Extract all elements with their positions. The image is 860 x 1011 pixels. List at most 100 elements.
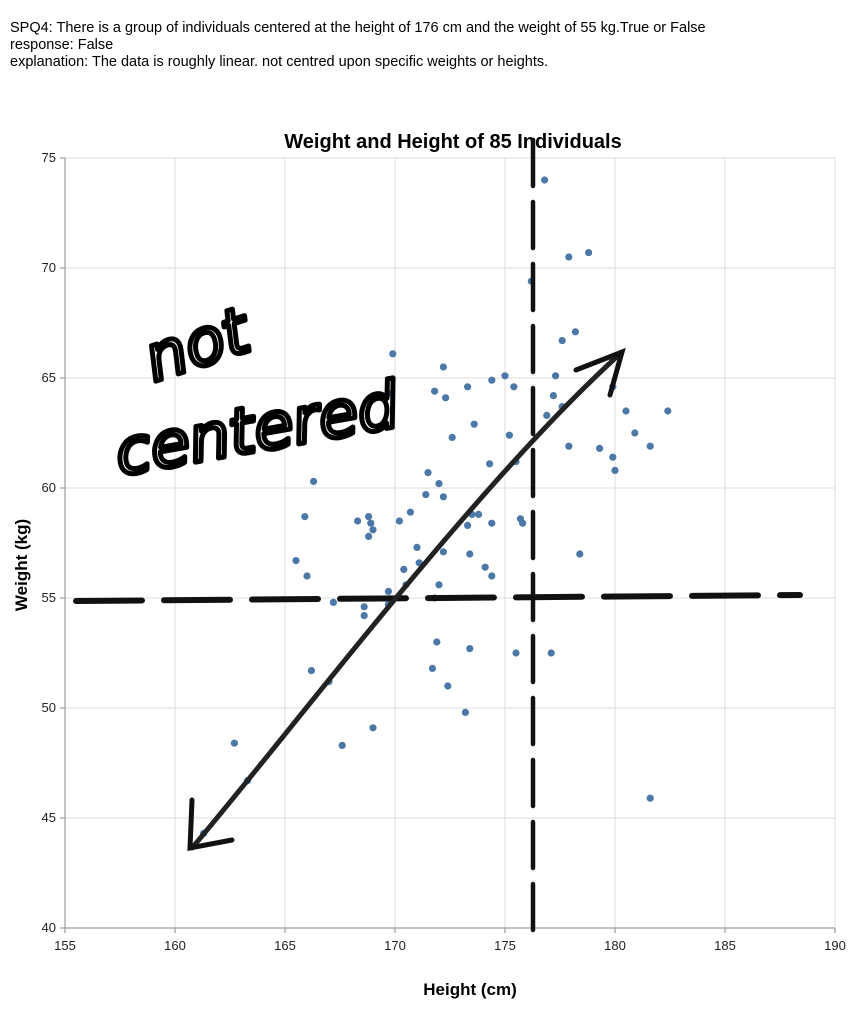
y-axis-title: Weight (kg) <box>12 519 31 611</box>
data-point <box>486 460 494 468</box>
data-point <box>365 532 373 541</box>
data-point <box>646 442 654 450</box>
x-tick-label: 185 <box>714 938 736 953</box>
data-point <box>307 667 315 675</box>
data-point <box>547 649 555 657</box>
data-point <box>360 603 368 611</box>
y-tick-label: 45 <box>42 810 56 825</box>
data-point <box>439 493 447 501</box>
data-point <box>369 526 377 534</box>
data-point <box>406 508 414 516</box>
data-point <box>475 510 483 518</box>
data-point <box>512 649 520 657</box>
data-point <box>565 442 573 450</box>
y-tick-label: 40 <box>42 920 56 935</box>
data-point <box>464 383 472 391</box>
handwritten-overlay: not centered <box>73 137 803 938</box>
x-tick-label: 190 <box>824 938 846 953</box>
data-point <box>422 491 430 499</box>
trend-arrow-line <box>189 349 625 851</box>
data-point <box>464 521 472 530</box>
x-tick-label: 175 <box>494 938 516 953</box>
data-point <box>230 739 238 747</box>
data-point <box>435 581 443 589</box>
data-point <box>646 794 654 802</box>
data-point <box>576 550 584 558</box>
data-point <box>470 420 478 428</box>
data-point <box>354 517 362 525</box>
data-points <box>200 176 672 838</box>
data-point <box>433 638 441 646</box>
x-axis-title: Height (cm) <box>423 980 517 999</box>
data-point <box>501 372 509 380</box>
question-response: response: False <box>10 37 114 53</box>
data-point <box>510 383 518 391</box>
data-point <box>461 708 469 717</box>
data-point <box>541 176 549 184</box>
data-point <box>428 664 436 673</box>
data-point <box>439 363 447 371</box>
data-point <box>505 431 513 439</box>
data-point <box>303 572 311 580</box>
data-point <box>301 513 309 521</box>
data-point <box>292 557 300 565</box>
annotation-not: not <box>136 293 261 397</box>
data-point <box>571 328 580 336</box>
data-point <box>585 249 593 257</box>
data-point <box>360 612 368 620</box>
data-point <box>395 517 403 525</box>
x-tick-label: 170 <box>384 938 406 953</box>
data-point <box>413 543 421 552</box>
y-tick-label: 50 <box>42 700 56 715</box>
y-tick-label: 55 <box>42 590 56 605</box>
data-point <box>552 372 560 380</box>
data-point <box>631 429 639 437</box>
data-point <box>310 477 318 485</box>
data-point <box>664 407 672 415</box>
data-point <box>329 598 337 607</box>
question-text: SPQ4: There is a group of individuals ce… <box>10 20 730 71</box>
data-point <box>365 513 373 521</box>
data-point <box>424 469 432 477</box>
data-point <box>444 682 452 690</box>
data-point <box>369 724 377 732</box>
dashed-horizontal-line <box>73 592 803 604</box>
annotation-centered: centered <box>110 369 405 492</box>
data-point <box>519 519 527 527</box>
data-point <box>596 444 604 452</box>
data-point <box>611 466 619 474</box>
data-point <box>431 387 439 395</box>
data-point <box>466 645 474 653</box>
data-point <box>384 389 392 397</box>
y-tick-label: 60 <box>42 480 56 495</box>
data-point <box>481 563 489 571</box>
data-point <box>435 480 443 488</box>
data-point <box>338 741 346 750</box>
data-point <box>466 550 474 558</box>
data-point <box>384 587 392 596</box>
chart-title: Weight and Height of 85 Individuals <box>284 131 621 153</box>
question-prompt: SPQ4: There is a group of individuals ce… <box>10 20 706 36</box>
x-tick-label: 160 <box>164 938 186 953</box>
data-point <box>609 453 617 461</box>
data-point <box>488 376 496 384</box>
data-point <box>488 572 496 580</box>
arrow-head-top <box>573 347 626 398</box>
data-point <box>558 337 566 345</box>
data-point <box>543 411 551 419</box>
x-tick-label: 155 <box>54 938 76 953</box>
x-tick-label: 180 <box>604 938 626 953</box>
y-tick-label: 75 <box>42 150 56 165</box>
question-explanation: explanation: The data is roughly linear.… <box>10 54 549 70</box>
axes: 155 160 165 170 175 180 185 190 40 45 50 55 60 65 70 75 <box>42 150 846 953</box>
data-point <box>389 350 397 358</box>
data-point <box>565 253 573 261</box>
x-tick-label: 165 <box>274 938 296 953</box>
data-point <box>367 519 375 527</box>
data-point <box>442 394 450 402</box>
arrow-head-bottom <box>187 797 235 852</box>
data-point <box>400 565 408 574</box>
grid-lines <box>64 157 836 929</box>
data-point <box>549 392 558 400</box>
